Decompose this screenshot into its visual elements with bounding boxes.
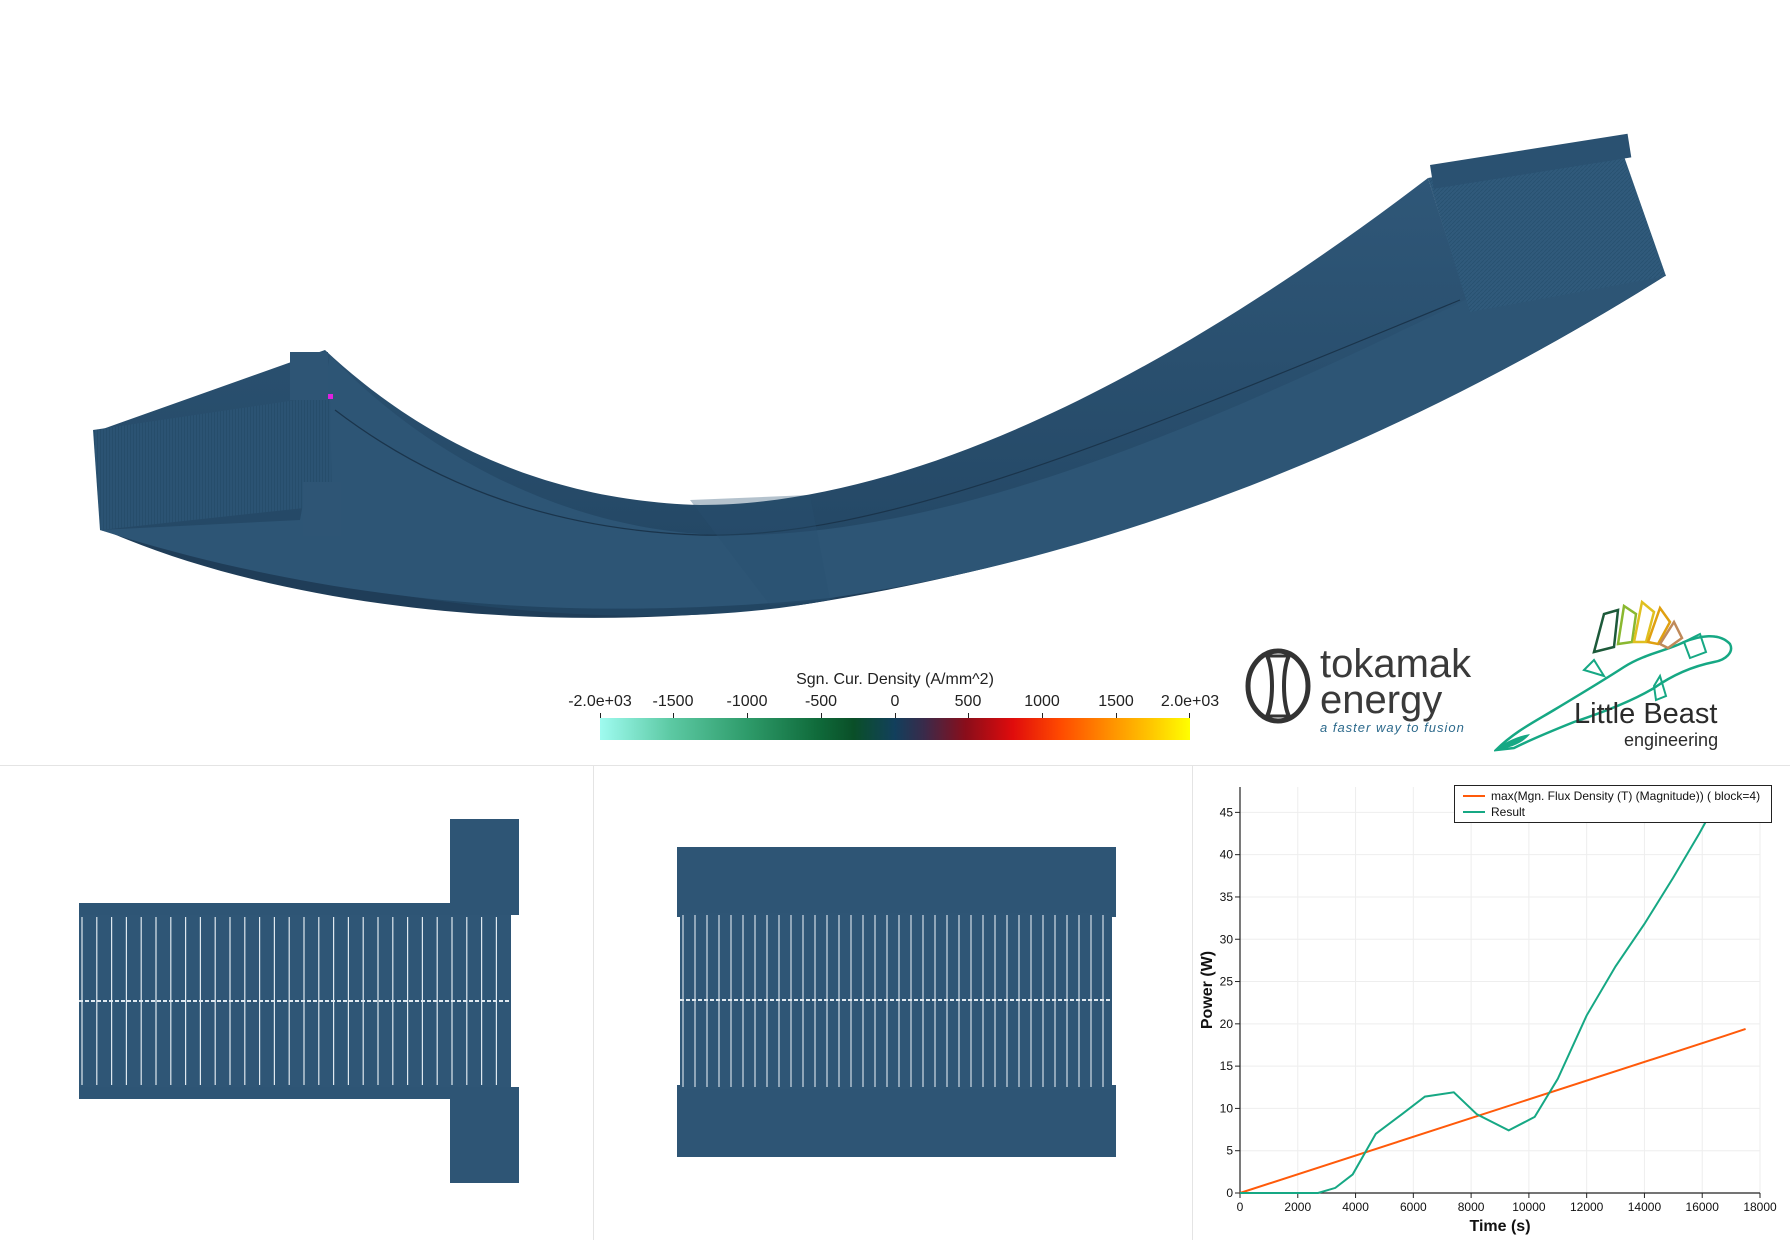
y-tick-label: 15 xyxy=(1220,1059,1234,1073)
colorbar-tick-label: -500 xyxy=(804,693,838,710)
tokamak-energy-logo-icon xyxy=(1245,648,1311,724)
series-line-max-flux xyxy=(1239,1027,1746,1194)
x-tick-label: 0 xyxy=(1237,1200,1244,1214)
colorbar-tick xyxy=(673,713,674,721)
y-tick-label: 10 xyxy=(1220,1101,1234,1115)
colorbar-tick-label: 1000 xyxy=(1024,693,1060,710)
top-view-upper-tab xyxy=(450,819,519,915)
x-tick-label: 18000 xyxy=(1743,1200,1777,1214)
chart-legend: max(Mgn. Flux Density (T) (Magnitude)) (… xyxy=(1454,785,1772,823)
top-view-lower-tab xyxy=(450,1087,519,1183)
colorbar-tick xyxy=(895,713,896,721)
tokamak-logo-line1: tokamak xyxy=(1320,642,1472,686)
colorbar-tick xyxy=(1116,713,1117,721)
x-tick-label: 8000 xyxy=(1458,1200,1485,1214)
y-tick-label: 40 xyxy=(1220,848,1234,862)
line-chart-viewport[interactable]: 0 5 10 15 20 25 30 35 40 45 0 2000 4000 6000 8000 10000… xyxy=(1194,767,1790,1240)
coil-seam-line xyxy=(334,299,1461,536)
colorbar-gradient xyxy=(600,718,1190,740)
x-tick-label: 14000 xyxy=(1628,1200,1662,1214)
side-view-viewport[interactable] xyxy=(595,767,1191,1240)
right-terminal-face xyxy=(1428,145,1666,312)
little-beast-logo-line1: Little Beast xyxy=(1574,698,1718,730)
colorbar-tick xyxy=(1189,713,1190,721)
power-time-line-chart[interactable]: 0 5 10 15 20 25 30 35 40 45 0 2000 4000 6000 8000 10000… xyxy=(1194,767,1790,1240)
x-tick-label: 4000 xyxy=(1342,1200,1369,1214)
y-tick-label: 45 xyxy=(1220,805,1234,819)
left-terminal-tab-top xyxy=(290,352,328,400)
y-tick-label: 25 xyxy=(1220,975,1234,989)
left-terminal-tab-bottom xyxy=(303,482,341,536)
x-axis-label: Time (s) xyxy=(1469,1218,1530,1235)
little-beast-logo-line2: engineering xyxy=(1624,730,1719,750)
legend-entry: max(Mgn. Flux Density (T) (Magnitude)) (… xyxy=(1463,788,1760,804)
legend-entry: Result xyxy=(1463,804,1525,820)
tokamak-logo-line2: energy xyxy=(1320,678,1443,722)
viewport-divider-vertical-right[interactable] xyxy=(1192,766,1193,1240)
y-tick-label: 0 xyxy=(1226,1186,1233,1200)
coil-top-view[interactable] xyxy=(0,767,592,1240)
colorbar-tick xyxy=(968,713,969,721)
side-view-lower-block xyxy=(677,1085,1116,1157)
left-terminal-face xyxy=(93,395,332,530)
viewport-divider-horizontal[interactable] xyxy=(0,765,1790,766)
colorbar-title: Sgn. Cur. Density (A/mm^2) xyxy=(796,671,994,688)
y-tick-label: 35 xyxy=(1220,890,1234,904)
y-tick-label: 20 xyxy=(1220,1017,1234,1031)
x-tick-label: 12000 xyxy=(1570,1200,1604,1214)
top-view-viewport[interactable] xyxy=(0,767,592,1240)
series-line-result xyxy=(1240,811,1712,1194)
x-tick-label: 2000 xyxy=(1284,1200,1311,1214)
colorbar-tick xyxy=(1042,713,1043,721)
legend-swatch xyxy=(1463,795,1485,797)
coil-3d-model[interactable] xyxy=(0,0,1790,765)
colorbar-tick xyxy=(821,713,822,721)
coil-step xyxy=(690,495,830,605)
colorbar-tick-label: -2.0e+03 xyxy=(568,693,632,710)
y-tick-label: 30 xyxy=(1220,932,1234,946)
colorbar-tick xyxy=(747,713,748,721)
y-axis-label: Power (W) xyxy=(1199,951,1216,1029)
legend-label: max(Mgn. Flux Density (T) (Magnitude)) (… xyxy=(1491,789,1761,803)
coil-side-face xyxy=(100,276,1665,609)
side-view-upper-block xyxy=(677,847,1116,917)
colorbar-tick-label: 0 xyxy=(890,693,900,710)
colorbar-tick-label: -1000 xyxy=(726,693,768,710)
legend-swatch xyxy=(1463,811,1485,813)
selection-marker xyxy=(328,394,333,399)
x-tick-label: 6000 xyxy=(1400,1200,1427,1214)
top-view-upper-rail xyxy=(79,903,450,917)
main-3d-viewport[interactable]: Sgn. Cur. Density (A/mm^2) -2.0e+03 -150… xyxy=(0,0,1790,765)
viewport-divider-vertical-left[interactable] xyxy=(593,766,594,1240)
colorbar-tick-label: -1500 xyxy=(652,693,694,710)
tokamak-tagline: a faster way to fusion xyxy=(1320,720,1465,735)
colorbar-tick xyxy=(600,713,601,721)
colorbar-tick-label: 2.0e+03 xyxy=(1160,693,1220,710)
coil-side-view[interactable] xyxy=(595,767,1191,1240)
colorbar-tick-label: 1500 xyxy=(1098,693,1134,710)
legend-label: Result xyxy=(1491,805,1526,819)
x-tick-label: 10000 xyxy=(1512,1200,1546,1214)
x-tick-label: 16000 xyxy=(1686,1200,1720,1214)
colorbar-tick-label: 500 xyxy=(954,693,982,710)
y-tick-label: 5 xyxy=(1226,1144,1233,1158)
little-beast-dragon-icon xyxy=(1494,599,1733,752)
right-terminal-tab xyxy=(1430,133,1632,189)
top-view-lower-rail xyxy=(79,1085,450,1099)
